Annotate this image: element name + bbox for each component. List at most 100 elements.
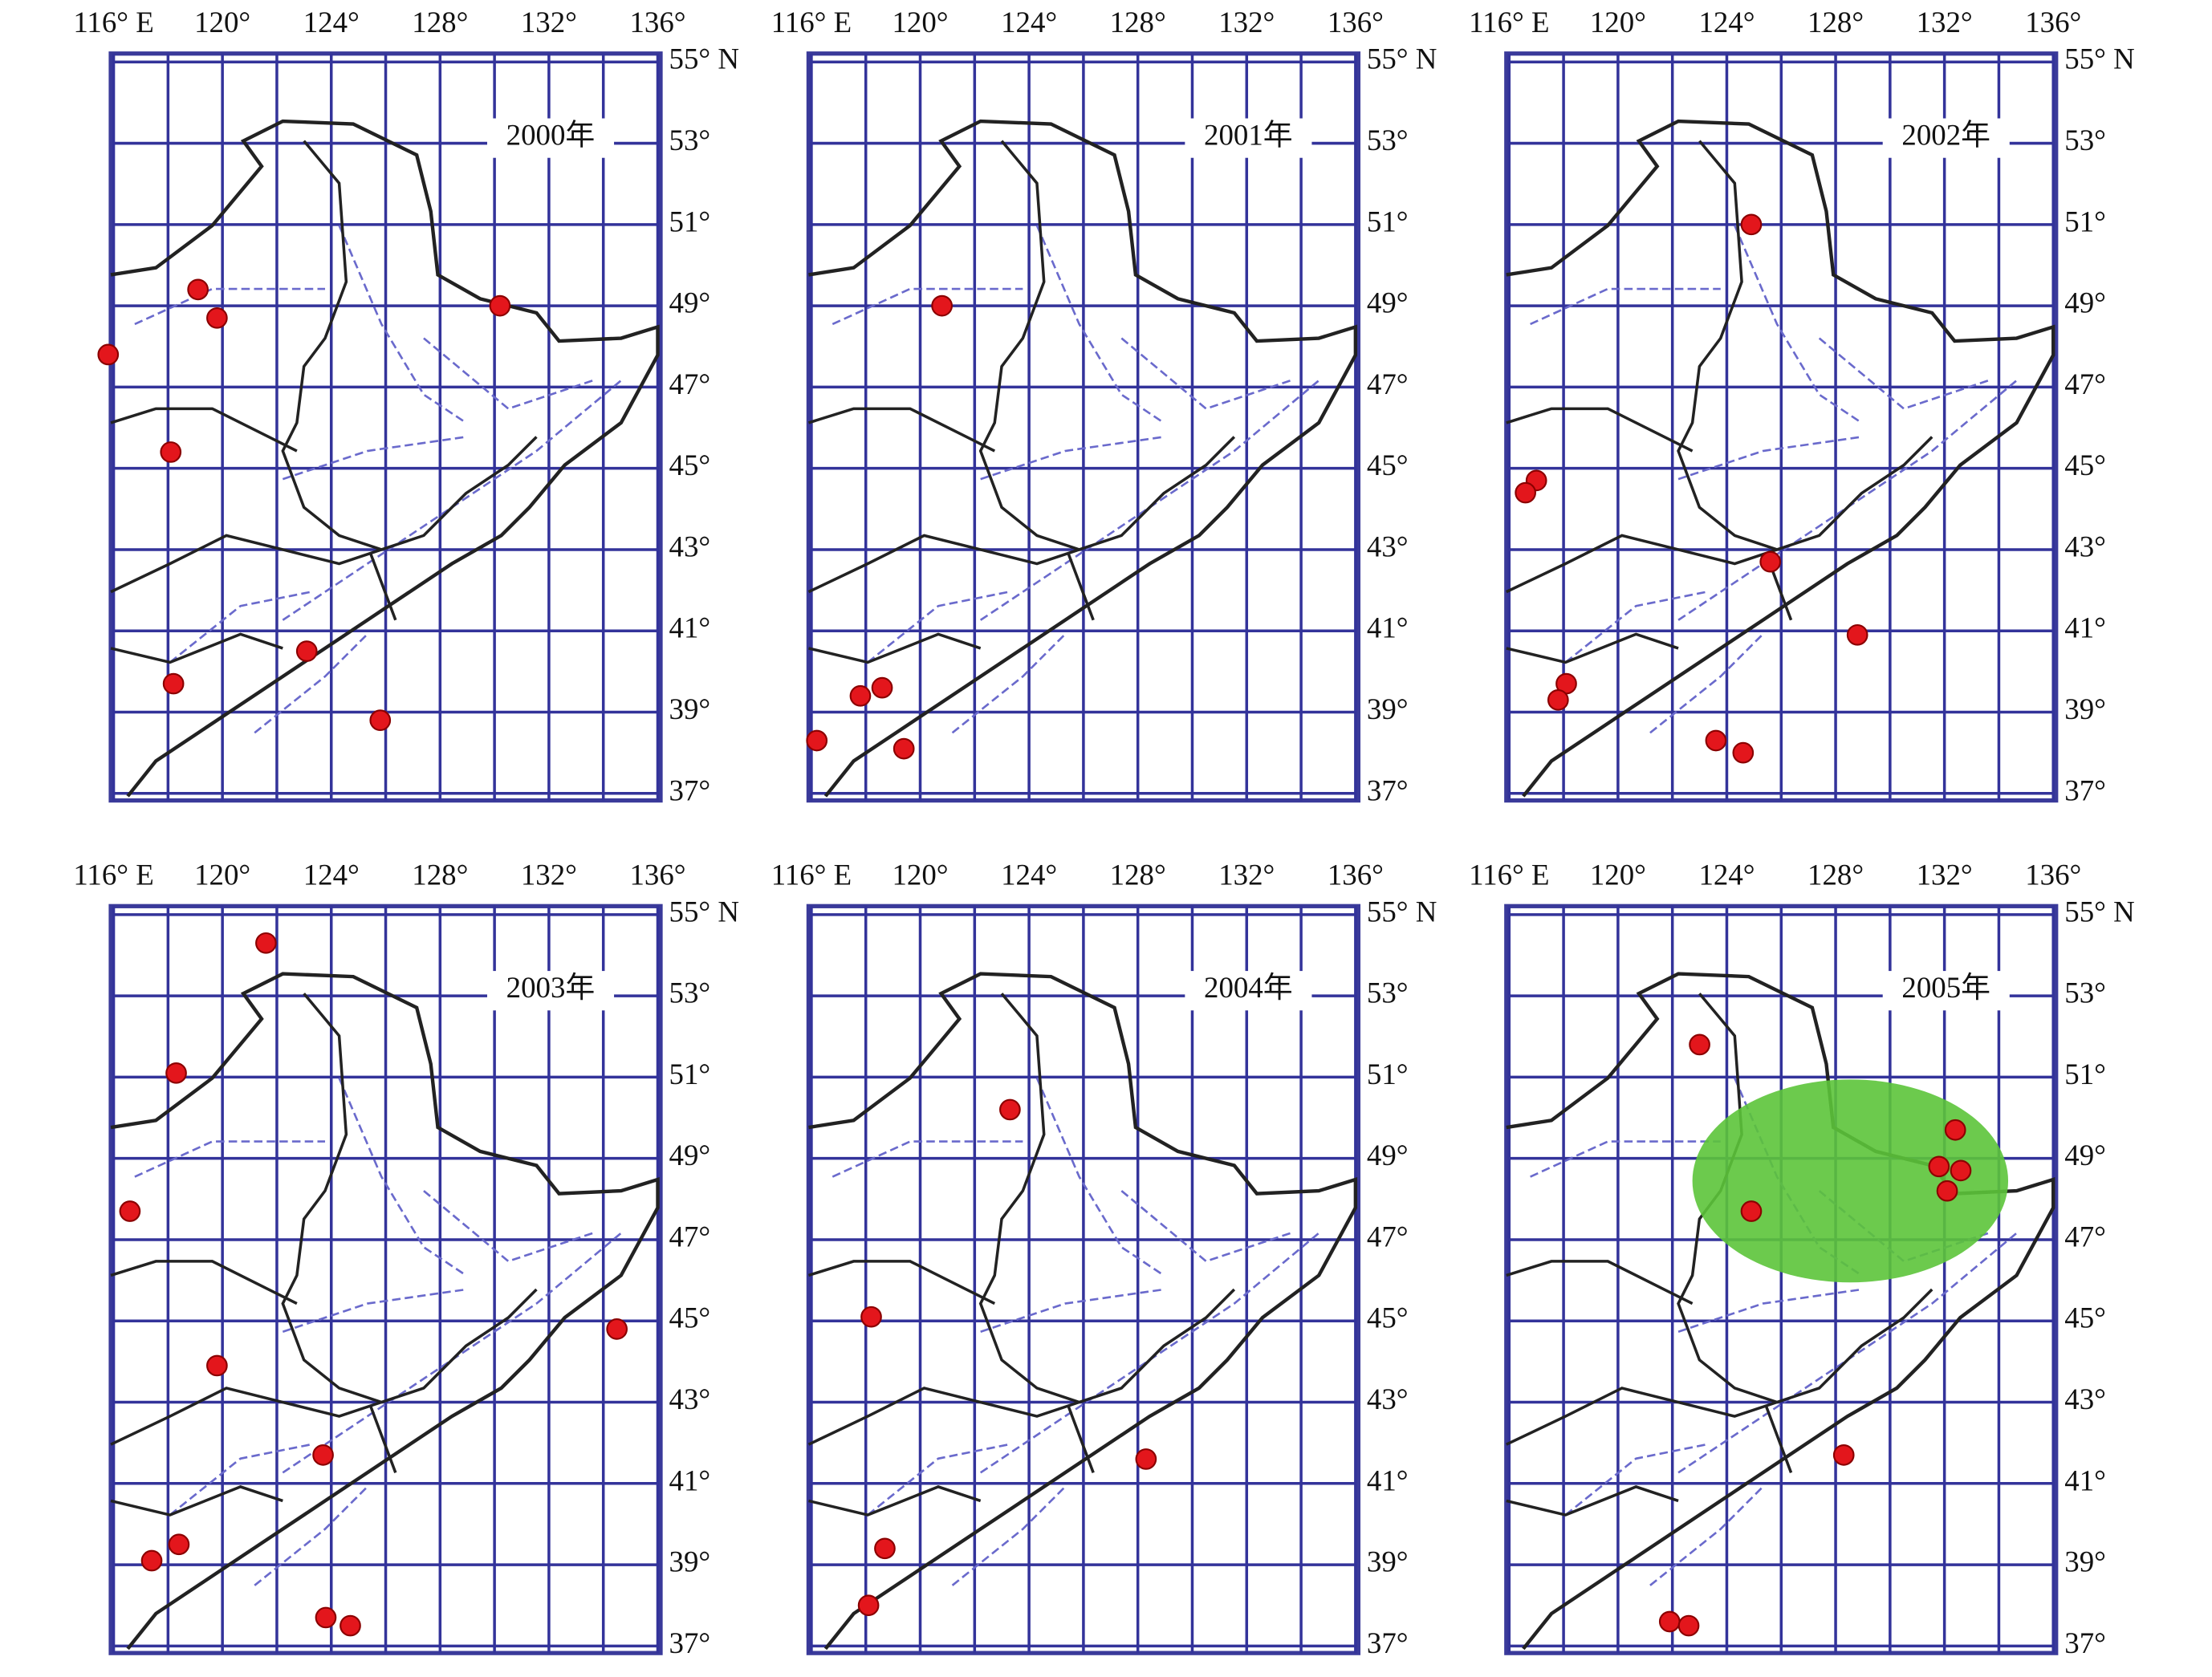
lon-tick-label: 136° bbox=[1328, 859, 1384, 891]
lon-tick-label: 128° bbox=[1807, 6, 1864, 39]
lat-tick-label: 45° bbox=[2064, 1301, 2106, 1334]
lat-tick-label: 47° bbox=[669, 367, 711, 400]
map-panel: 116° E 120° 124° 128° 132° 136° 55° N 53° 51° 49°… bbox=[1469, 6, 2135, 806]
lat-tick-label: 41° bbox=[2064, 611, 2106, 644]
event-point bbox=[871, 676, 893, 699]
title-bg bbox=[1882, 971, 2010, 1011]
lat-tick-label: 51° bbox=[669, 205, 711, 238]
lat-tick-label: 41° bbox=[1367, 1464, 1409, 1496]
lat-tick-label: 53° bbox=[669, 977, 711, 1009]
lat-tick-label: 47° bbox=[669, 1220, 711, 1253]
boundary bbox=[110, 140, 538, 664]
lon-tick-label: 132° bbox=[521, 859, 577, 891]
event-point bbox=[489, 294, 511, 317]
lat-tick-label: 53° bbox=[669, 124, 711, 156]
boundary bbox=[1506, 119, 2055, 798]
panel-title: 2005年 bbox=[1901, 971, 1990, 1004]
lat-tick-label: 37° bbox=[1367, 1626, 1409, 1659]
lon-tick-label: 124° bbox=[1001, 6, 1057, 39]
event-point bbox=[1740, 1200, 1763, 1222]
lat-tick-label: 45° bbox=[669, 449, 711, 481]
lon-tick-label: 116° E bbox=[771, 859, 852, 891]
map-panel: 116° E 120° 124° 128° 132° 136° 55° N 53° 51° 49°… bbox=[73, 859, 739, 1659]
lon-tick-label: 128° bbox=[1110, 859, 1166, 891]
lat-tick-label: 55° N bbox=[1367, 43, 1437, 75]
lat-tick-label: 49° bbox=[1367, 1139, 1409, 1171]
event-point bbox=[1936, 1180, 1958, 1202]
lon-tick-label: 128° bbox=[412, 6, 468, 39]
lat-tick-label: 47° bbox=[1367, 1220, 1409, 1253]
lon-tick-label: 132° bbox=[1218, 859, 1275, 891]
lon-tick-label: 124° bbox=[303, 859, 360, 891]
map-panel: 116° E 120° 124° 128° 132° 136° 55° N 53° 51° 49°… bbox=[73, 6, 739, 806]
lon-tick-label: 136° bbox=[629, 859, 685, 891]
event-point bbox=[1135, 1448, 1157, 1470]
panel-title: 2002年 bbox=[1901, 119, 1990, 152]
event-point bbox=[140, 1549, 163, 1572]
lat-tick-label: 51° bbox=[2064, 205, 2106, 238]
map-panel: 116° E 120° 124° 128° 132° 136° 55° N 53° 51° 49°… bbox=[771, 6, 1437, 806]
lon-tick-label: 128° bbox=[1807, 859, 1864, 891]
event-point bbox=[893, 737, 915, 760]
title-bg bbox=[1882, 118, 2010, 158]
lat-tick-label: 55° N bbox=[669, 895, 739, 928]
lat-tick-label: 37° bbox=[1367, 774, 1409, 806]
event-point bbox=[874, 1537, 896, 1560]
event-point bbox=[999, 1098, 1021, 1121]
title-bg bbox=[486, 971, 615, 1011]
event-point bbox=[119, 1200, 141, 1222]
event-point bbox=[1658, 1610, 1681, 1633]
lat-tick-label: 51° bbox=[1367, 1058, 1409, 1090]
lon-tick-label: 124° bbox=[1698, 859, 1755, 891]
title-bg bbox=[1185, 118, 1312, 158]
event-point bbox=[931, 294, 953, 317]
boundary bbox=[110, 993, 538, 1517]
lat-tick-label: 39° bbox=[1367, 1545, 1409, 1578]
lat-tick-label: 37° bbox=[669, 1626, 711, 1659]
lat-tick-label: 49° bbox=[2064, 286, 2106, 319]
event-point bbox=[295, 640, 318, 662]
event-point bbox=[1515, 481, 1536, 504]
lat-tick-label: 49° bbox=[1367, 286, 1409, 319]
lon-tick-label: 132° bbox=[1218, 6, 1275, 39]
boundary bbox=[110, 972, 660, 1651]
lon-tick-label: 124° bbox=[1001, 859, 1057, 891]
lat-tick-label: 53° bbox=[2064, 124, 2106, 156]
lat-tick-label: 43° bbox=[669, 530, 711, 562]
panel-title: 2003年 bbox=[506, 971, 596, 1004]
event-point bbox=[162, 672, 185, 695]
lat-tick-label: 51° bbox=[2064, 1058, 2106, 1090]
lat-tick-label: 51° bbox=[669, 1058, 711, 1090]
lat-tick-label: 39° bbox=[669, 1545, 711, 1578]
event-point bbox=[168, 1533, 190, 1556]
lat-tick-label: 45° bbox=[669, 1301, 711, 1334]
event-point bbox=[206, 307, 228, 329]
lon-tick-label: 120° bbox=[1590, 6, 1646, 39]
lat-tick-label: 41° bbox=[669, 611, 711, 644]
lon-tick-label: 128° bbox=[412, 859, 468, 891]
lat-tick-label: 41° bbox=[2064, 1464, 2106, 1496]
event-point bbox=[1732, 741, 1755, 764]
event-point bbox=[1832, 1444, 1855, 1466]
event-point bbox=[860, 1305, 882, 1328]
lon-tick-label: 132° bbox=[1917, 859, 1973, 891]
lat-tick-label: 43° bbox=[669, 1383, 711, 1415]
event-point bbox=[1950, 1159, 1972, 1182]
lon-tick-label: 132° bbox=[521, 6, 577, 39]
title-bg bbox=[486, 118, 615, 158]
event-point bbox=[1689, 1033, 1710, 1056]
boundary bbox=[807, 993, 1236, 1517]
lon-tick-label: 136° bbox=[629, 6, 685, 39]
event-point bbox=[187, 278, 209, 301]
event-point bbox=[1928, 1155, 1950, 1178]
event-point bbox=[312, 1444, 334, 1466]
event-point bbox=[849, 684, 872, 707]
event-point bbox=[160, 441, 182, 463]
lat-tick-label: 43° bbox=[1367, 1383, 1409, 1415]
event-point bbox=[165, 1062, 187, 1084]
boundary bbox=[808, 972, 1358, 1651]
lon-tick-label: 132° bbox=[1917, 6, 1973, 39]
lat-tick-label: 41° bbox=[1367, 611, 1409, 644]
lat-tick-label: 39° bbox=[1367, 692, 1409, 725]
event-point bbox=[1705, 729, 1727, 752]
